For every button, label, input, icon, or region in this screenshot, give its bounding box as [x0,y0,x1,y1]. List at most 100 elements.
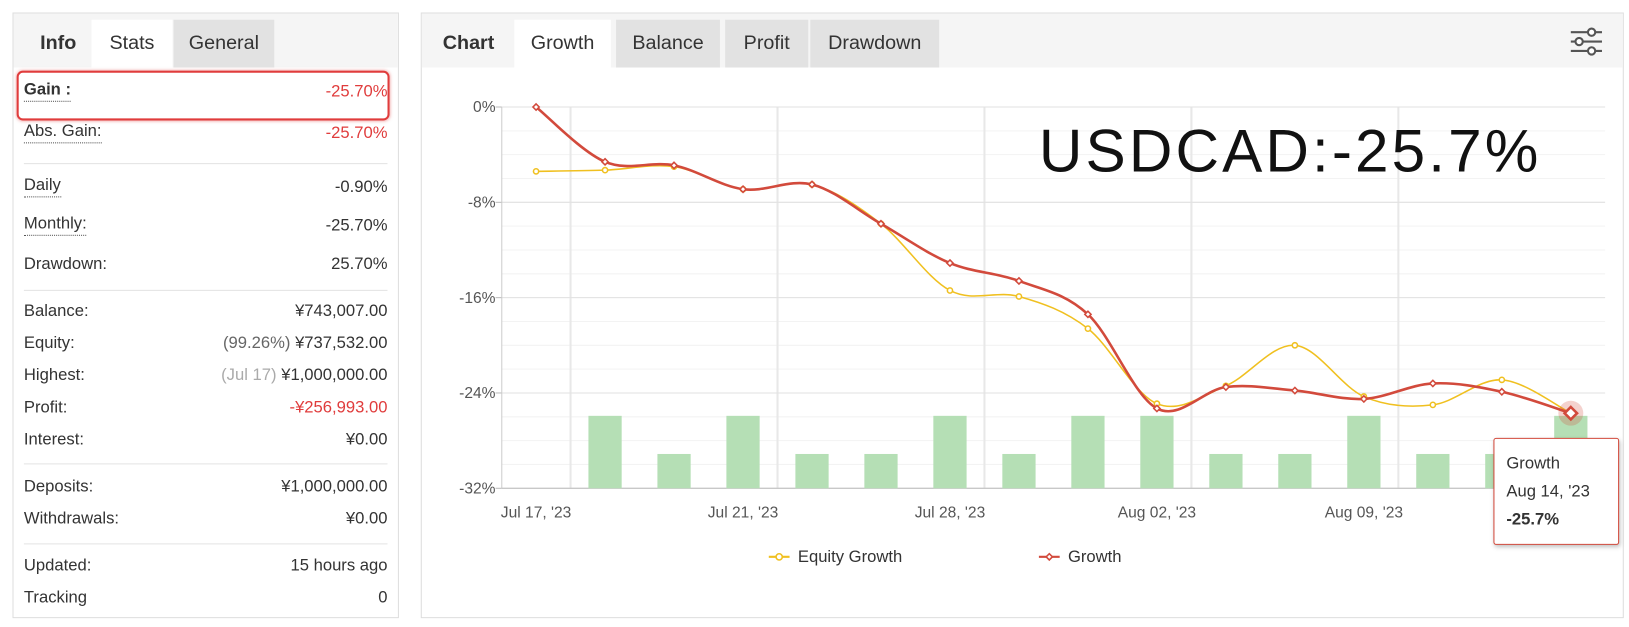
point [1359,394,1369,404]
bar [1209,453,1243,489]
point [669,161,679,170]
stat-row: Drawdown: 25.70% [24,252,388,277]
tab[interactable]: Chart [442,32,495,55]
annotation: USDCAD:-25.7% [1039,116,1542,184]
chart-panel: Chart Growth Balance Profit Drawdown [420,12,1624,619]
stat-value: (99.26%) ¥737,532.00 [223,331,388,356]
stat-value-text: -¥256,993.00 [289,398,388,417]
tab[interactable]: Growth [514,19,611,68]
stat-label: Tracking [23,589,88,607]
stat-value: -25.70% [326,214,388,239]
y-tick-label: -16% [459,290,496,307]
stat-value-text: 25.70% [331,255,388,274]
stat-value-text: -0.90% [334,178,388,197]
stat-value: 15 hours ago [290,554,387,579]
x-tick-label: Aug 02, '23 [1118,504,1196,521]
stat-label: Balance: [23,302,89,320]
point [1083,310,1093,319]
bar [864,453,898,489]
tab[interactable]: Profit [725,19,809,68]
point [946,287,954,294]
stat-value-text: ¥0.00 [345,510,388,528]
stat-value-text: ¥1,000,000.00 [281,477,388,496]
stat-value-text: -25.70% [325,124,388,143]
stat-row: Abs. Gain: -25.70% [23,122,388,147]
y-tick-label: -32% [459,480,496,497]
bar [1347,415,1381,489]
tab[interactable]: Balance [616,19,720,68]
stat-value: ¥0.00 [346,507,388,532]
x-tick-label: Jul 21, '23 [708,504,779,521]
point [1291,341,1299,349]
tooltip-box [1493,437,1620,545]
legend-marker [1045,552,1054,562]
stat-note: (Jul 17) [221,366,277,385]
stat-value-text: ¥737,532.00 [295,334,388,353]
stat-value: 25.70% [331,252,387,277]
y-tick-label: -8% [468,195,496,212]
stat-row: Tracking 0 [24,586,388,611]
stat-row: Equity: (99.26%) ¥737,532.00 [24,331,388,356]
stat-label: Deposits: [23,477,94,496]
stat-row: Profit: -¥256,993.00 [24,396,388,421]
bar [795,453,829,489]
bar [1002,453,1036,489]
stat-label: Profit: [23,398,68,417]
stat-label: Drawdown: [23,255,108,274]
bar [1416,453,1450,489]
point [1015,293,1023,300]
line [535,105,1572,415]
stat-value-text: ¥743,007.00 [295,302,388,320]
tooltip-date: Aug 14, '23 [1506,482,1590,501]
stat-value: -25.70% [326,122,388,147]
point [738,185,748,194]
tooltip-value: -25.7% [1506,510,1559,529]
bar [1140,415,1174,489]
stat-note: (99.26%) [222,334,291,353]
point [807,180,817,189]
bar [588,415,622,489]
stat-value: ¥1,000,000.00 [281,475,387,500]
point [1429,401,1437,409]
tab[interactable]: Stats [91,19,173,68]
point [532,167,540,175]
stat-label: Updated: [23,556,92,575]
settings-icon[interactable] [1569,26,1604,57]
point [945,258,955,268]
point [601,166,609,174]
point [1497,387,1507,396]
tab[interactable]: General [173,19,275,68]
stat-label: Highest: [23,366,85,385]
stat-row: Interest: ¥0.00 [24,428,388,453]
tooltip-series: Growth [1506,454,1560,473]
legend-label: Equity Growth [798,547,902,566]
separator [23,289,388,291]
stat-row: Balance: ¥743,007.00 [24,299,388,324]
bar [1071,415,1105,489]
y-tick-label: -24% [459,385,496,402]
tab[interactable]: Info [40,32,77,55]
tab[interactable]: Drawdown [810,19,940,68]
stat-label: Equity: [23,334,75,353]
stat-label: Abs. Gain: [23,122,102,144]
stat-value-text: ¥0.00 [345,431,388,449]
stat-row: Gain : -25.70% [23,80,388,105]
separator [23,463,388,465]
stat-value: 0 [378,586,387,611]
point [876,219,886,228]
point [1290,386,1300,395]
point [1428,379,1438,388]
stat-value-text: 15 hours ago [290,556,388,575]
point [531,102,541,112]
stat-value: -0.90% [335,176,388,201]
x-tick-label: Jul 28, '23 [915,504,986,521]
x-tick-label: Jul 17, '23 [501,504,572,521]
point [1084,325,1092,332]
bar [933,415,967,489]
point [600,157,610,167]
stat-label: Withdrawals: [23,510,120,528]
bar [657,453,691,489]
info-panel: Info Stats General Gain : -25.70% Abs. Gain: -… [12,12,399,619]
